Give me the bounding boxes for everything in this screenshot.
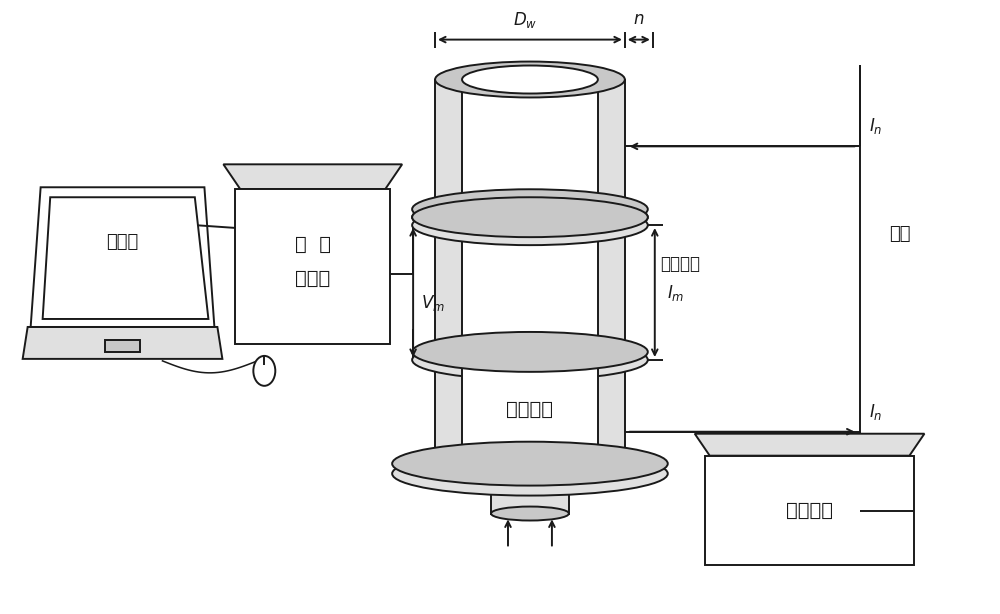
Ellipse shape — [392, 441, 668, 486]
Bar — [435, 360, 625, 464]
Bar — [435, 80, 625, 209]
Ellipse shape — [412, 197, 648, 237]
Ellipse shape — [412, 332, 648, 372]
Text: $I_n$: $I_n$ — [869, 402, 883, 422]
Bar — [105, 340, 140, 352]
Text: $I_n$: $I_n$ — [869, 117, 883, 136]
Text: 恒流电源: 恒流电源 — [786, 501, 833, 520]
Bar — [491, 473, 569, 513]
Ellipse shape — [435, 61, 625, 98]
Polygon shape — [43, 197, 208, 319]
Text: 计算机: 计算机 — [106, 233, 139, 251]
Ellipse shape — [412, 205, 648, 245]
Text: $V_m$: $V_m$ — [421, 292, 445, 313]
Ellipse shape — [412, 340, 648, 380]
Text: $D_w$: $D_w$ — [513, 10, 537, 29]
Bar — [462, 360, 598, 464]
Text: $n$: $n$ — [633, 10, 645, 28]
Bar — [462, 80, 598, 209]
Text: 环空井筒: 环空井筒 — [506, 400, 553, 419]
Bar — [235, 189, 390, 344]
Ellipse shape — [412, 189, 648, 229]
Ellipse shape — [491, 507, 569, 521]
Ellipse shape — [253, 356, 275, 386]
Polygon shape — [695, 433, 924, 456]
Polygon shape — [223, 165, 402, 189]
Text: 数  据
采集仪: 数 据 采集仪 — [295, 235, 331, 288]
Polygon shape — [31, 187, 214, 327]
Bar — [435, 217, 625, 352]
Text: $I_m$: $I_m$ — [667, 282, 684, 303]
Bar — [705, 456, 914, 565]
Ellipse shape — [412, 197, 648, 237]
Ellipse shape — [392, 452, 668, 495]
Ellipse shape — [462, 66, 598, 93]
Bar — [462, 217, 598, 352]
Text: 监测铜环: 监测铜环 — [660, 255, 700, 273]
Text: 导线: 导线 — [889, 225, 910, 243]
Polygon shape — [23, 327, 222, 359]
